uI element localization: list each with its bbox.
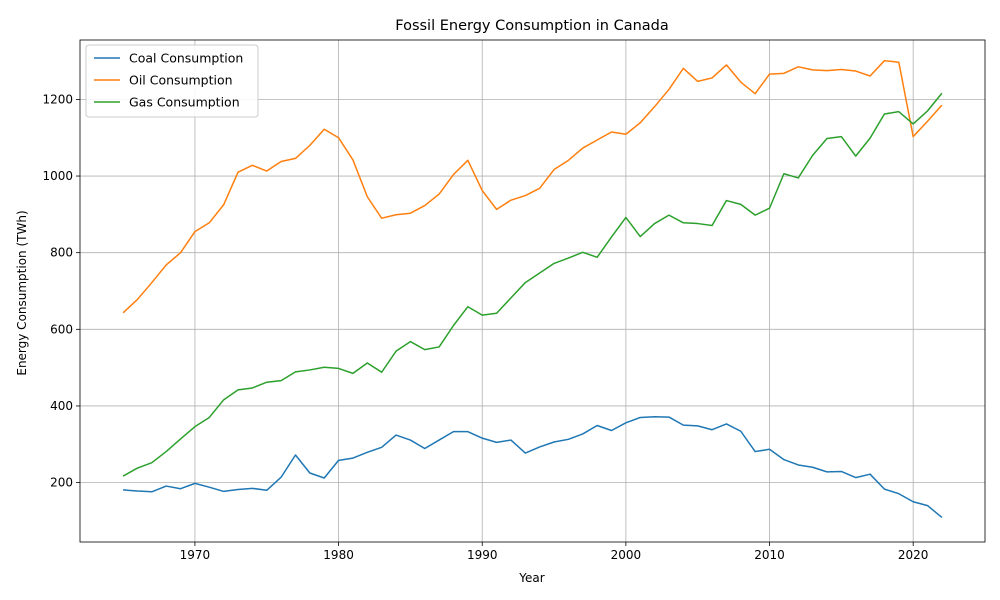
x-axis: 1970 1980 1990 2000 2010 2020 — [180, 542, 929, 562]
legend: Coal Consumption Oil Consumption Gas Consu… — [85, 44, 259, 118]
legend-label: Coal Consumption — [129, 51, 243, 66]
y-tick-label: 200 — [50, 476, 73, 490]
plot-frame — [79, 39, 986, 543]
plot-lines — [122, 59, 943, 519]
x-axis-label: Year — [518, 571, 544, 585]
x-tick-label: 1990 — [467, 548, 498, 562]
series-line-gas-consumption — [122, 92, 943, 477]
y-axis-label: Energy Consumption (TWh) — [15, 210, 29, 375]
legend-label: Gas Consumption — [129, 95, 240, 110]
series-line-coal-consumption — [123, 415, 943, 519]
x-tick-label: 2010 — [754, 548, 785, 562]
y-tick-label: 1000 — [42, 169, 73, 183]
y-axis: 200 400 600 800 1000 1200 — [42, 92, 80, 490]
x-tick-label: 1970 — [180, 548, 211, 562]
chart-title: Fossil Energy Consumption in Canada — [395, 18, 669, 34]
y-tick-label: 400 — [50, 399, 73, 413]
x-tick-label: 1980 — [323, 548, 354, 562]
x-tick-label: 2020 — [898, 548, 929, 562]
y-tick-label: 1200 — [42, 92, 73, 106]
y-tick-label: 600 — [50, 322, 73, 336]
legend-label: Oil Consumption — [129, 73, 233, 88]
legend-box — [85, 44, 259, 118]
x-tick-label: 2000 — [611, 548, 642, 562]
y-tick-label: 800 — [50, 246, 73, 260]
series-line-oil-consumption — [122, 59, 943, 314]
